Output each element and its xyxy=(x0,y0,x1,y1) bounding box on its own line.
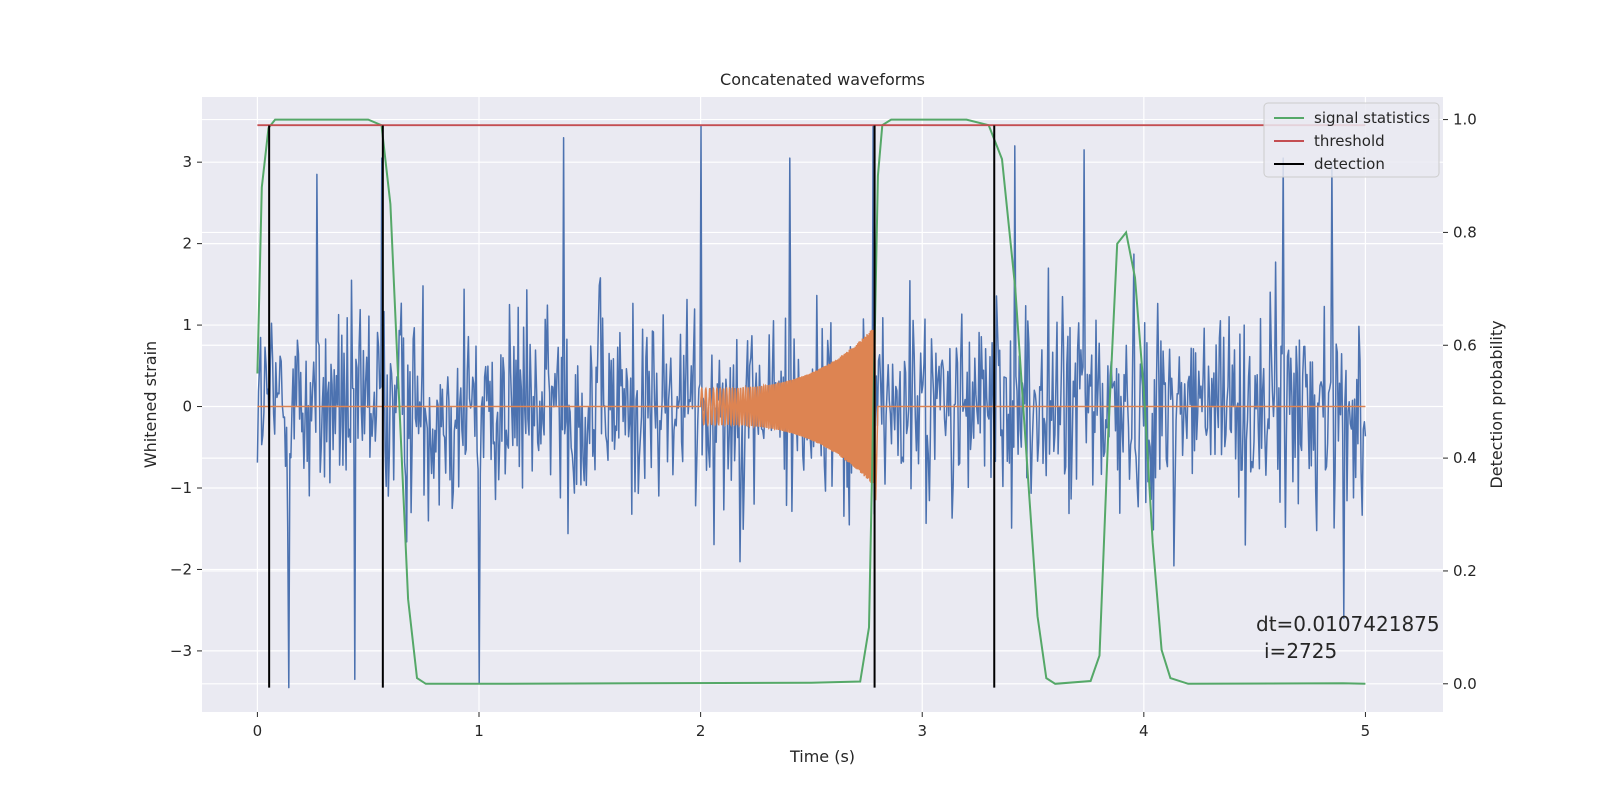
chart-title: Concatenated waveforms xyxy=(720,70,925,89)
x-tick-label: 5 xyxy=(1361,722,1371,740)
x-axis-label: Time (s) xyxy=(789,747,855,766)
y2-axis-label: Detection probability xyxy=(1487,320,1506,488)
chirp-line xyxy=(257,329,1366,501)
y-tick-label: 1 xyxy=(182,316,192,334)
series-layer xyxy=(256,118,1367,689)
x-tick-label: 2 xyxy=(696,722,706,740)
y-tick-label: 0 xyxy=(182,398,192,416)
x-tick-label: 0 xyxy=(253,722,263,740)
y2-tick-label: 0.0 xyxy=(1453,675,1477,693)
y2-tick-label: 1.0 xyxy=(1453,111,1477,129)
y2-tick-label: 0.6 xyxy=(1453,336,1477,354)
annotation-index: i=2725 xyxy=(1264,639,1337,663)
strain-line xyxy=(256,124,1367,689)
x-tick-label: 3 xyxy=(917,722,927,740)
legend-label-threshold: threshold xyxy=(1314,132,1385,150)
tick-labels: 0 1 2 3 4 5 −3 −2 −1 0 1 2 3 0.0 0.2 0.4 0.6 0.8 1.0 xyxy=(170,111,1477,740)
y2-tick-label: 0.8 xyxy=(1453,223,1477,241)
legend-box xyxy=(1263,102,1440,178)
legend: signal statistics threshold detection xyxy=(1263,102,1440,178)
y-tick-label: 3 xyxy=(182,153,192,171)
x-tick-label: 4 xyxy=(1139,722,1149,740)
y-axis-label: Whitened strain xyxy=(141,341,160,468)
y2-tick-label: 0.2 xyxy=(1453,562,1477,580)
legend-label-detection: detection xyxy=(1314,155,1385,173)
y2-tick-label: 0.4 xyxy=(1453,449,1477,467)
x-tick-label: 1 xyxy=(474,722,484,740)
y-tick-label: −3 xyxy=(170,642,192,660)
y-tick-label: 2 xyxy=(182,235,192,253)
legend-label-signal-statistics: signal statistics xyxy=(1314,109,1430,127)
y-tick-label: −2 xyxy=(170,560,192,578)
annotation-dt: dt=0.0107421875 xyxy=(1256,612,1440,636)
y-tick-label: −1 xyxy=(170,479,192,497)
